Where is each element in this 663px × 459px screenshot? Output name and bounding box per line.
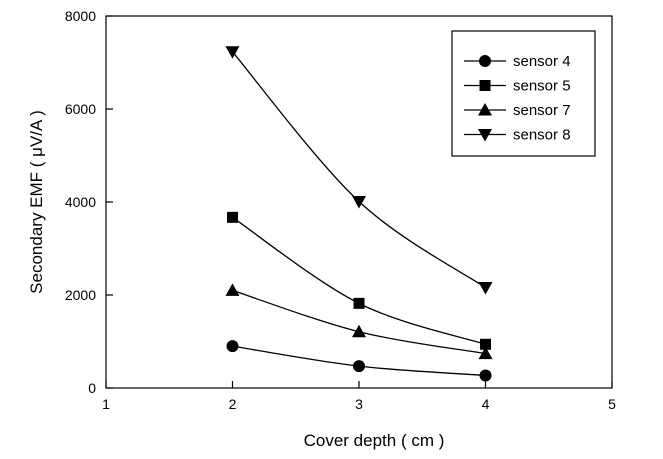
series-4-point-3 <box>478 282 493 295</box>
series-3-point-1 <box>225 283 240 296</box>
x-tick-label-4: 4 <box>482 396 490 412</box>
y-tick-label-2000: 2000 <box>65 287 96 303</box>
legend: sensor 4 sensor 5 sensor 7 sensor 8 <box>451 30 596 157</box>
y-tick-label-0: 0 <box>88 380 96 396</box>
x-tick-label-5: 5 <box>608 396 616 412</box>
legend-marker-1 <box>479 55 491 67</box>
series-line-4 <box>232 51 486 289</box>
y-tick-label-8000: 8000 <box>65 8 96 24</box>
y-tick-label-6000: 6000 <box>65 101 96 117</box>
legend-marker-2 <box>479 80 491 91</box>
legend-label-2: sensor 5 <box>513 78 571 95</box>
series-3-point-3 <box>478 346 493 360</box>
x-tick-label-1: 1 <box>102 396 110 412</box>
legend-marker-4 <box>478 129 492 142</box>
series-2-point-1 <box>227 211 238 223</box>
legend-label-1: sensor 4 <box>513 53 571 70</box>
series-3-point-2 <box>352 324 366 338</box>
series-1-point-2 <box>353 360 365 373</box>
legend-label-3: sensor 7 <box>513 102 571 119</box>
plot-area: 1 2 3 4 5 0 2000 4000 6000 8000 <box>65 8 616 412</box>
x-tick-label-2: 2 <box>229 396 237 412</box>
series-4-point-2 <box>352 196 366 209</box>
legend-label-4: sensor 8 <box>513 127 571 144</box>
series-4-point-1 <box>225 46 240 59</box>
legend-box <box>451 30 596 157</box>
x-axis-label: Cover depth ( cm ) <box>304 431 445 450</box>
legend-marker-3 <box>478 103 492 116</box>
series-2-point-2 <box>353 297 365 309</box>
series-2-point-3 <box>480 338 491 350</box>
series-1-point-1 <box>226 340 239 353</box>
y-axis-label: Secondary EMF ( μV/A ) <box>27 110 46 294</box>
series-1-point-3 <box>479 369 492 382</box>
y-tick-label-4000: 4000 <box>65 194 96 210</box>
x-tick-label-3: 3 <box>355 396 363 412</box>
